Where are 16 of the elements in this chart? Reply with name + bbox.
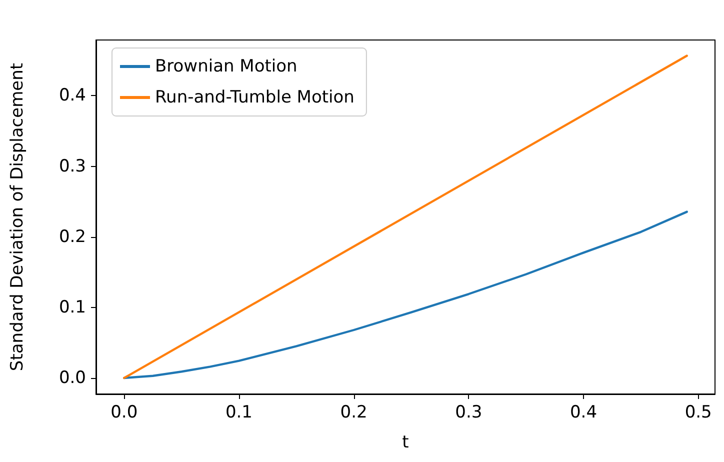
y-tick-label: 0.3 xyxy=(58,156,86,176)
x-tick-label: 0.3 xyxy=(455,402,482,422)
legend-label: Brownian Motion xyxy=(155,56,298,76)
x-tick-label: 0.1 xyxy=(225,402,252,422)
x-tick-label: 0.2 xyxy=(340,402,368,422)
y-axis-title: Standard Deviation of Displacement xyxy=(8,62,28,372)
x-axis-title: t xyxy=(402,432,410,452)
legend-label: Run-and-Tumble Motion xyxy=(155,88,354,108)
x-tick-label: 0.0 xyxy=(110,402,138,422)
y-tick-label: 0.2 xyxy=(58,226,86,247)
line-series xyxy=(123,210,688,380)
y-tick-label: 0.0 xyxy=(58,368,86,388)
x-tick-label: 0.5 xyxy=(684,402,712,422)
y-tick-label: 0.4 xyxy=(58,86,86,106)
x-tick-label: 0.4 xyxy=(570,402,598,422)
y-tick-label: 0.1 xyxy=(58,297,86,318)
